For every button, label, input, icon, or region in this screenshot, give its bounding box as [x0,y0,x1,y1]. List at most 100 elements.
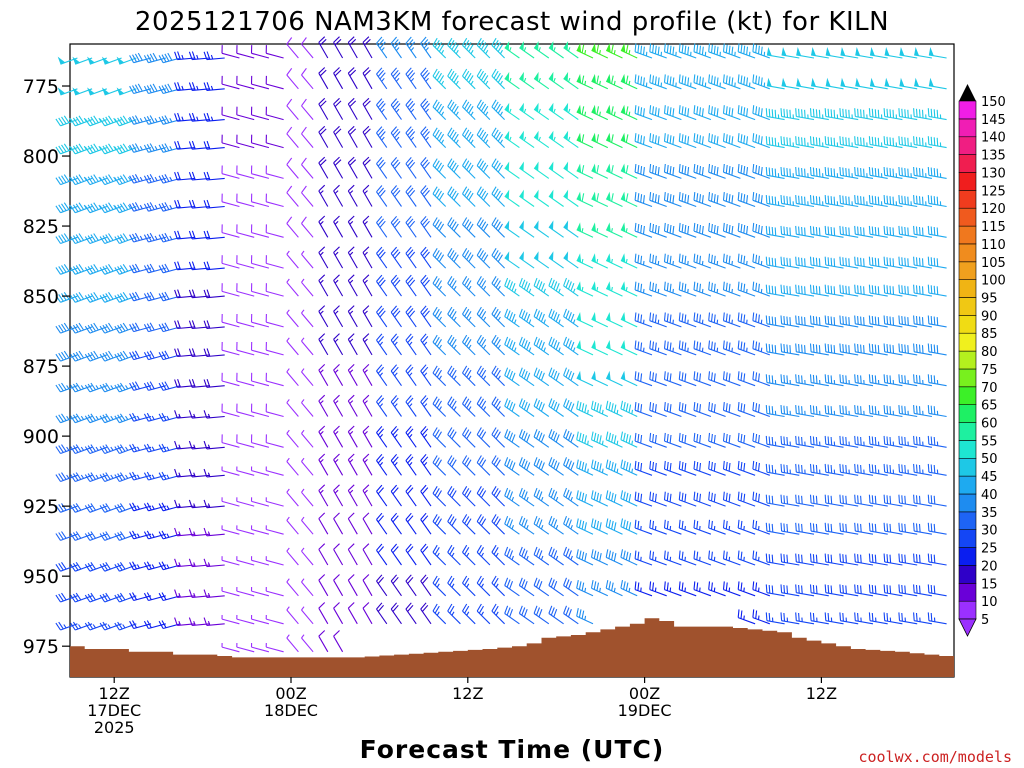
wind-barb [143,412,166,422]
wind-barb [491,603,505,625]
barb-half [286,250,290,255]
barb-staff [60,595,78,603]
barb-staff [266,232,284,238]
barb-full [434,278,440,286]
barb-full [421,546,429,554]
barb-full [774,317,777,326]
wind-barb [796,77,815,90]
barb-full [625,461,629,471]
barb-full [548,336,553,345]
wind-barb [476,127,491,148]
barb-full [493,40,499,48]
barb-staff [376,460,388,476]
wind-barb [491,37,505,59]
barb-staff [301,402,314,417]
barb-full [188,440,193,450]
barb-full [652,254,655,264]
barb-full [757,342,760,351]
barb-full [495,103,501,112]
wind-barb [678,43,697,59]
barb-full [434,160,440,169]
barb-full [696,433,699,443]
barb-full [164,115,170,123]
barb-staff [405,222,417,238]
wind-barb [318,246,329,269]
barb-full [743,255,746,265]
barb-full [129,352,135,360]
barb-full [693,43,696,52]
wind-barb [447,306,461,328]
barb-full [349,100,357,107]
barb-full [780,136,783,145]
barb-full [493,457,499,465]
barb-full [405,36,412,44]
barb-full [119,382,126,391]
barb-full [161,412,167,421]
barb-staff [301,105,314,120]
wind-barb [55,233,78,245]
barb-full [669,314,672,323]
barb-full [407,69,414,77]
wind-barb [236,313,255,328]
barb-staff [251,590,270,597]
barb-full [146,144,152,152]
barb-full [188,589,193,598]
barb-full [795,522,797,532]
barb-full [301,126,307,135]
wind-barb [504,367,520,387]
wind-barb [265,75,284,90]
barb-full [483,75,489,83]
barb-half [746,260,748,266]
wind-barb [286,399,299,417]
barb-full [780,553,783,562]
barb-full [708,105,711,114]
barb-full [725,492,728,502]
wind-barb [678,74,697,90]
barb-full [476,37,482,46]
barb-full [795,405,797,414]
barb-full [462,603,468,612]
barb-full [318,333,326,340]
barb-full [672,136,675,145]
barb-half [319,400,324,404]
barb-half [408,462,413,466]
barb-full [722,402,725,411]
barb-full [798,523,800,532]
barb-full [786,109,789,118]
barb-full [464,129,470,138]
wind-barb [318,184,329,207]
barb-staff [104,147,122,155]
barb-staff [447,551,461,566]
barb-staff [781,54,800,59]
barb-staff [447,313,461,328]
barb-staff [491,551,505,566]
barb-staff [405,580,417,597]
barb-half [731,288,733,294]
barb-full [567,609,572,618]
barb-full [590,459,594,468]
wind-barb [174,112,196,122]
barb-full [716,136,719,145]
barb-full [464,577,470,586]
barb-full [687,46,690,55]
barb-full [765,136,768,145]
barb-full [93,115,99,124]
barb-full [72,324,79,333]
wind-barb [318,543,329,566]
barb-half [485,80,489,85]
barb-full [362,305,370,312]
wind-barb [347,305,358,328]
barb-full [713,76,716,85]
barb-half [196,54,199,60]
wind-barb [708,581,726,597]
barb-staff [206,295,225,299]
wind-barb [286,37,299,59]
barb-full [786,406,789,415]
barb-staff [148,88,166,95]
barb-full [203,589,208,598]
barb-full [408,41,416,49]
barb-full [693,460,696,470]
wind-barb [265,106,284,121]
barb-full [666,461,669,471]
barb-full [722,550,725,559]
